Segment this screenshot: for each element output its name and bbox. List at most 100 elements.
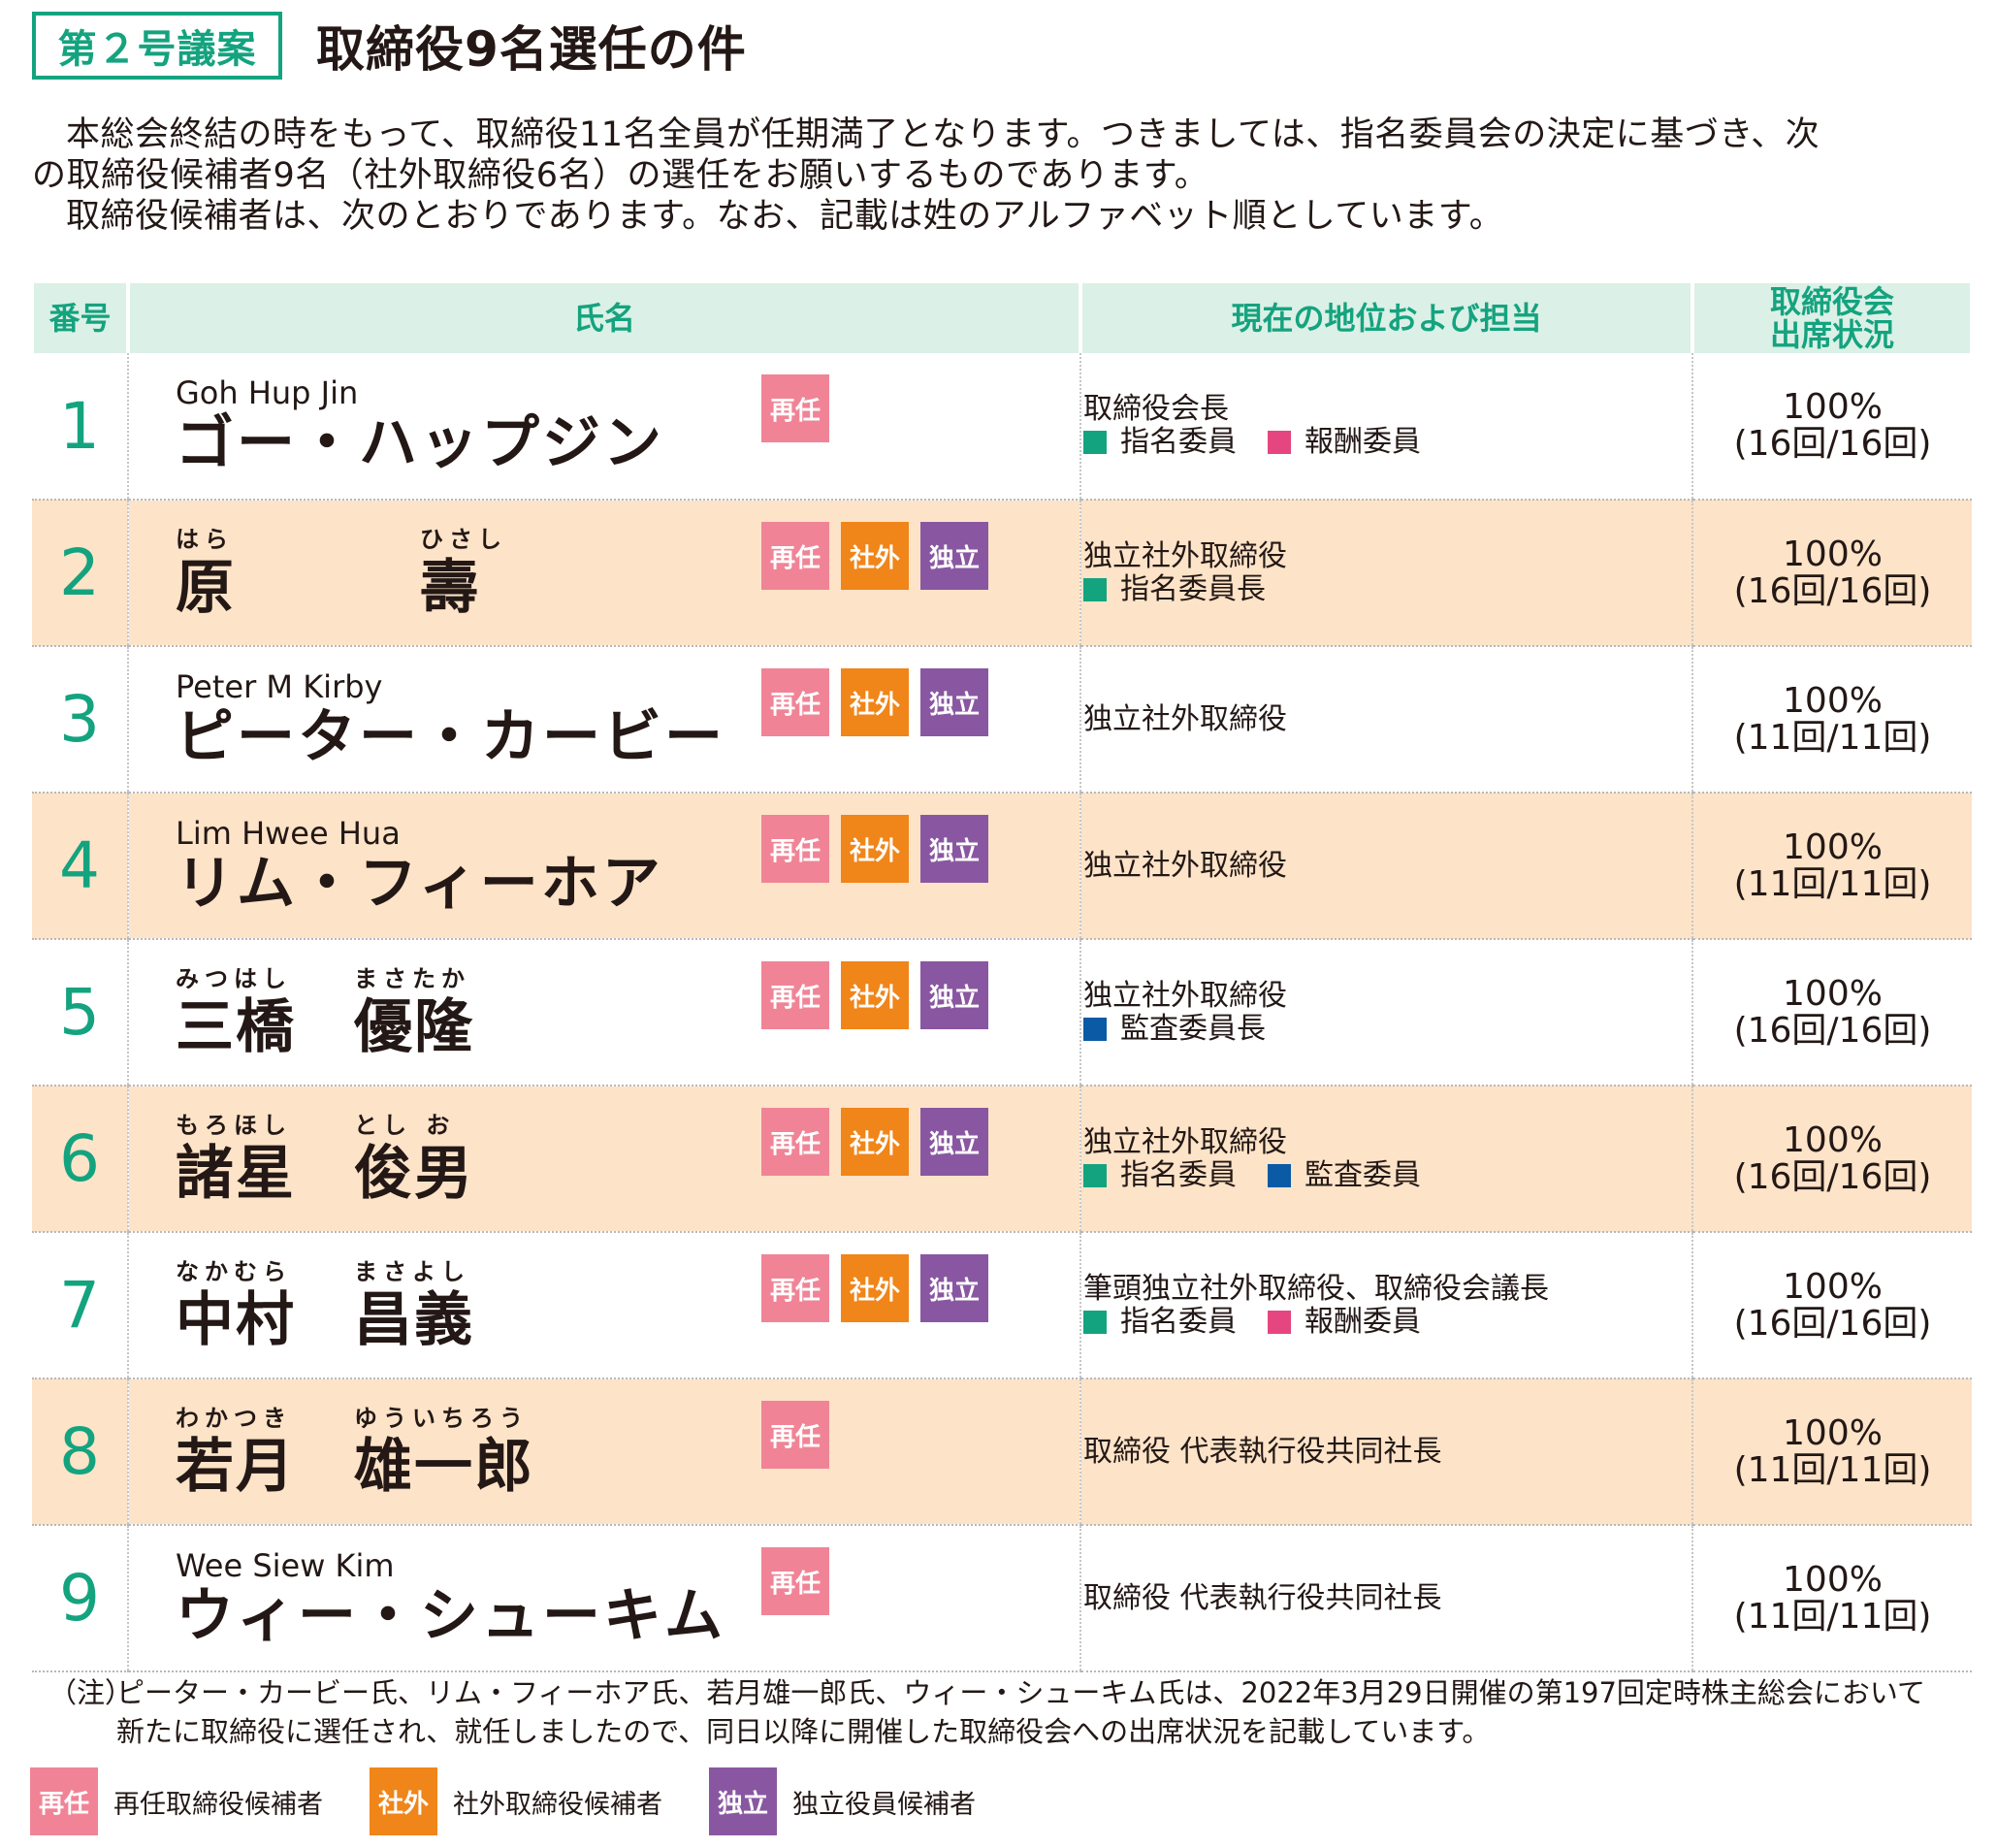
footnote-line-1: ピーター・カービー氏、リム・フィーホア氏、若月雄一郎氏、ウィー・シューキム氏は、… xyxy=(116,1676,1926,1709)
given-name: まさよし 昌義 xyxy=(354,1257,474,1354)
family-furigana: なかむら xyxy=(176,1257,292,1285)
committee-role: 指名委員 xyxy=(1083,1158,1237,1192)
candidate-position-cell: 独立社外取締役 監査委員長 xyxy=(1079,939,1692,1086)
committee-role: 報酬委員 xyxy=(1268,426,1421,459)
family-kanji: 若月 xyxy=(176,1432,296,1501)
attendance-percent: 100% xyxy=(1783,680,1883,721)
green-square-icon xyxy=(1083,577,1107,601)
given-kanji: 俊男 xyxy=(354,1139,474,1208)
candidate-tags: 再任 社外 独立 xyxy=(761,961,1000,1029)
position-text: 取締役会長 xyxy=(1083,392,1229,426)
agenda-header: 第２号議案 取締役9名選任の件 xyxy=(32,12,747,80)
position-text: 独立社外取締役 xyxy=(1083,848,1287,883)
committee-role: 指名委員 xyxy=(1083,426,1237,459)
attendance-cell: 100% (16回/16回) xyxy=(1691,353,1972,501)
reappoint-tag: 再任 xyxy=(30,1767,98,1835)
candidate-kanji-name: みつはし 三橋 まさたか 優隆 xyxy=(176,964,1079,1061)
candidate-number: 7 xyxy=(32,1232,128,1379)
table-row: 2 はら 原 ひさし 壽 再任 社外 独立 xyxy=(32,500,1972,647)
family-kanji: 三橋 xyxy=(176,992,296,1061)
attendance-cell: 100% (16回/16回) xyxy=(1691,1086,1972,1233)
attendance-count: (16回/16回) xyxy=(1733,424,1932,464)
attendance-count: (16回/16回) xyxy=(1733,1156,1932,1197)
position-text: 筆頭独立社外取締役、取締役会議長 xyxy=(1083,1271,1549,1306)
reappoint-tag: 再任 xyxy=(761,1547,829,1615)
pink-square-icon xyxy=(1268,431,1291,454)
candidate-kana: ピーター・カービー xyxy=(176,702,725,771)
blue-square-icon xyxy=(1268,1163,1291,1187)
header-attendance-line2: 出席状況 xyxy=(1769,316,1894,353)
table-header-row: 番号 氏名 現在の地位および担当 取締役会 出席状況 xyxy=(30,283,1974,353)
table-row: 6 もろほし 諸星 とし お 俊男 再任 社外 独立 xyxy=(32,1086,1972,1233)
candidate-kanji-name: わかつき 若月 ゆういちろう 雄一郎 xyxy=(176,1404,1079,1501)
candidate-kanji-name: なかむら 中村 まさよし 昌義 xyxy=(176,1257,1079,1354)
candidate-romaji: Wee Siew Kim xyxy=(176,1546,395,1584)
legend-independent-text: 独立役員候補者 xyxy=(792,1789,976,1820)
attendance-percent: 100% xyxy=(1783,387,1883,427)
attendance-count: (16回/16回) xyxy=(1733,1303,1932,1344)
candidate-number: 2 xyxy=(32,500,128,647)
candidate-kana: ウィー・シューキム xyxy=(176,1581,725,1650)
candidate-tags: 再任 社外 独立 xyxy=(761,815,1000,883)
independent-tag: 独立 xyxy=(920,815,988,883)
candidate-name-cell: みつはし 三橋 まさたか 優隆 再任 社外 独立 xyxy=(127,939,1080,1086)
candidate-tags: 再任 xyxy=(761,1547,841,1615)
position-text: 独立社外取締役 xyxy=(1083,978,1287,1013)
table-row: 3 Peter M Kirby ピーター・カービー 再任 社外 独立 独立社外取… xyxy=(32,646,1972,794)
outside-tag: 社外 xyxy=(841,1254,909,1322)
committee-role-label: 指名委員長 xyxy=(1120,571,1266,606)
family-name: わかつき 若月 xyxy=(176,1404,296,1501)
candidate-romaji: Goh Hup Jin xyxy=(176,374,359,411)
given-furigana: まさたか xyxy=(354,964,470,992)
independent-tag: 独立 xyxy=(920,668,988,736)
candidate-name-cell: Peter M Kirby ピーター・カービー 再任 社外 独立 xyxy=(127,646,1080,794)
family-kanji: 原 xyxy=(176,553,236,622)
independent-tag: 独立 xyxy=(709,1767,777,1835)
committee-role: 指名委員長 xyxy=(1083,571,1266,606)
header-attendance: 取締役会 出席状況 xyxy=(1691,283,1974,353)
family-name: なかむら 中村 xyxy=(176,1257,296,1354)
candidate-position-cell: 取締役会長 指名委員 報酬委員 xyxy=(1079,353,1692,501)
candidate-position-cell: 筆頭独立社外取締役、取締役会議長 指名委員 報酬委員 xyxy=(1079,1232,1692,1379)
attendance-cell: 100% (16回/16回) xyxy=(1691,939,1972,1086)
candidate-tags: 再任 社外 独立 xyxy=(761,1108,1000,1176)
outside-tag: 社外 xyxy=(841,668,909,736)
reappoint-tag: 再任 xyxy=(761,1401,829,1469)
given-name: とし お 俊男 xyxy=(354,1111,474,1208)
attendance-percent: 100% xyxy=(1783,1266,1883,1307)
independent-tag: 独立 xyxy=(920,1108,988,1176)
attendance-count: (11回/11回) xyxy=(1733,863,1932,904)
family-kanji: 中村 xyxy=(176,1285,296,1354)
candidate-name-cell: もろほし 諸星 とし お 俊男 再任 社外 独立 xyxy=(127,1086,1080,1233)
attendance-percent: 100% xyxy=(1783,1412,1883,1453)
position-text: 取締役 代表執行役共同社長 xyxy=(1083,1580,1442,1615)
candidate-kanji-name: はら 原 ひさし 壽 xyxy=(176,525,1079,622)
legend-reappoint-text: 再任取締役候補者 xyxy=(113,1789,323,1820)
given-kanji: 壽 xyxy=(420,553,480,622)
candidate-number: 4 xyxy=(32,793,128,940)
given-furigana: ゆういちろう xyxy=(354,1404,529,1432)
candidate-position-cell: 取締役 代表執行役共同社長 xyxy=(1079,1378,1692,1526)
committee-role: 監査委員 xyxy=(1268,1157,1421,1192)
pink-square-icon xyxy=(1268,1310,1291,1334)
committee-role-label: 監査委員 xyxy=(1304,1157,1421,1192)
attendance-percent: 100% xyxy=(1783,534,1883,574)
family-furigana: わかつき xyxy=(176,1404,292,1432)
intro-line-3: 取締役候補者は、次のとおりであります。なお、記載は姓のアルファベット順としていま… xyxy=(66,197,1504,236)
candidate-name-cell: Lim Hwee Hua リム・フィーホア 再任 社外 独立 xyxy=(127,793,1080,940)
reappoint-tag: 再任 xyxy=(761,374,829,442)
given-kanji: 昌義 xyxy=(354,1285,474,1354)
attendance-cell: 100% (16回/16回) xyxy=(1691,1232,1972,1379)
table-row: 5 みつはし 三橋 まさたか 優隆 再任 社外 独立 xyxy=(32,939,1972,1086)
candidate-name-cell: わかつき 若月 ゆういちろう 雄一郎 再任 xyxy=(127,1378,1080,1526)
attendance-cell: 100% (11回/11回) xyxy=(1691,793,1972,940)
family-furigana: はら xyxy=(176,525,234,553)
attendance-percent: 100% xyxy=(1783,1119,1883,1160)
given-name: ひさし 壽 xyxy=(420,525,507,622)
intro-line-2: の取締役候補者9名（社外取締役6名）の選任をお願いするものであります。 xyxy=(32,156,1209,195)
family-name: みつはし 三橋 xyxy=(176,964,296,1061)
attendance-cell: 100% (11回/11回) xyxy=(1691,1525,1972,1672)
footnote: （注） ピーター・カービー氏、リム・フィーホア氏、若月雄一郎氏、ウィー・シューキ… xyxy=(48,1673,1979,1751)
reappoint-tag: 再任 xyxy=(761,815,829,883)
reappoint-tag: 再任 xyxy=(761,961,829,1029)
